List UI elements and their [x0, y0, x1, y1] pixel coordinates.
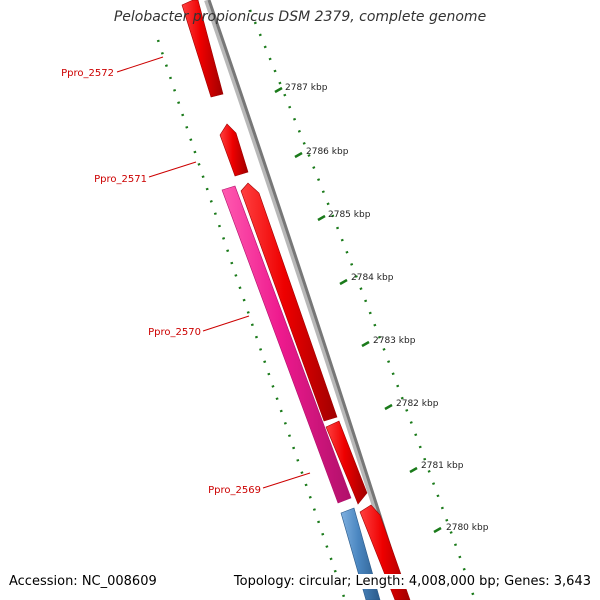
- genome-backbone: [204, 0, 408, 600]
- gene-label-ppro-2571[interactable]: Ppro_2571: [94, 174, 147, 185]
- map-title: Pelobacter propionicus DSM 2379, complet…: [113, 9, 487, 25]
- leader-line-ppro-2570: [202, 315, 250, 332]
- leader-line-ppro-2571: [148, 161, 197, 178]
- genome-backbone-core: [207, 0, 409, 600]
- gene-label-ppro-2569[interactable]: Ppro_2569: [208, 485, 261, 496]
- scale-label-2783: 2783 kbp: [373, 336, 416, 346]
- gene-feature-ppro-2569[interactable]: [325, 420, 368, 505]
- accession-label: Accession: NC_008609: [9, 574, 157, 589]
- scale-label-2784: 2784 kbp: [351, 273, 394, 283]
- gene-label-ppro-2572[interactable]: Ppro_2572: [61, 68, 114, 79]
- scale-label-2785: 2785 kbp: [328, 210, 371, 220]
- leader-line-ppro-2569: [262, 472, 311, 489]
- gene-feature-forward-1[interactable]: [240, 182, 338, 422]
- scale-ticks: [274, 86, 442, 534]
- genome-summary: Topology: circular; Length: 4,008,000 bp…: [233, 574, 591, 589]
- scale-label-2786: 2786 kbp: [306, 147, 349, 157]
- scale-label-2787: 2787 kbp: [285, 83, 328, 93]
- scale-label-2782: 2782 kbp: [396, 399, 439, 409]
- scale-track-inner: [156, 39, 347, 600]
- scale-label-2781: 2781 kbp: [421, 461, 464, 471]
- gene-feature-ppro-2572[interactable]: [181, 0, 224, 98]
- scale-label-2780: 2780 kbp: [446, 523, 489, 533]
- gene-label-ppro-2570[interactable]: Ppro_2570: [148, 327, 201, 338]
- gene-feature-ppro-2570[interactable]: [221, 185, 352, 504]
- gene-feature-ppro-2571[interactable]: [219, 123, 249, 177]
- leader-line-ppro-2572: [116, 56, 164, 73]
